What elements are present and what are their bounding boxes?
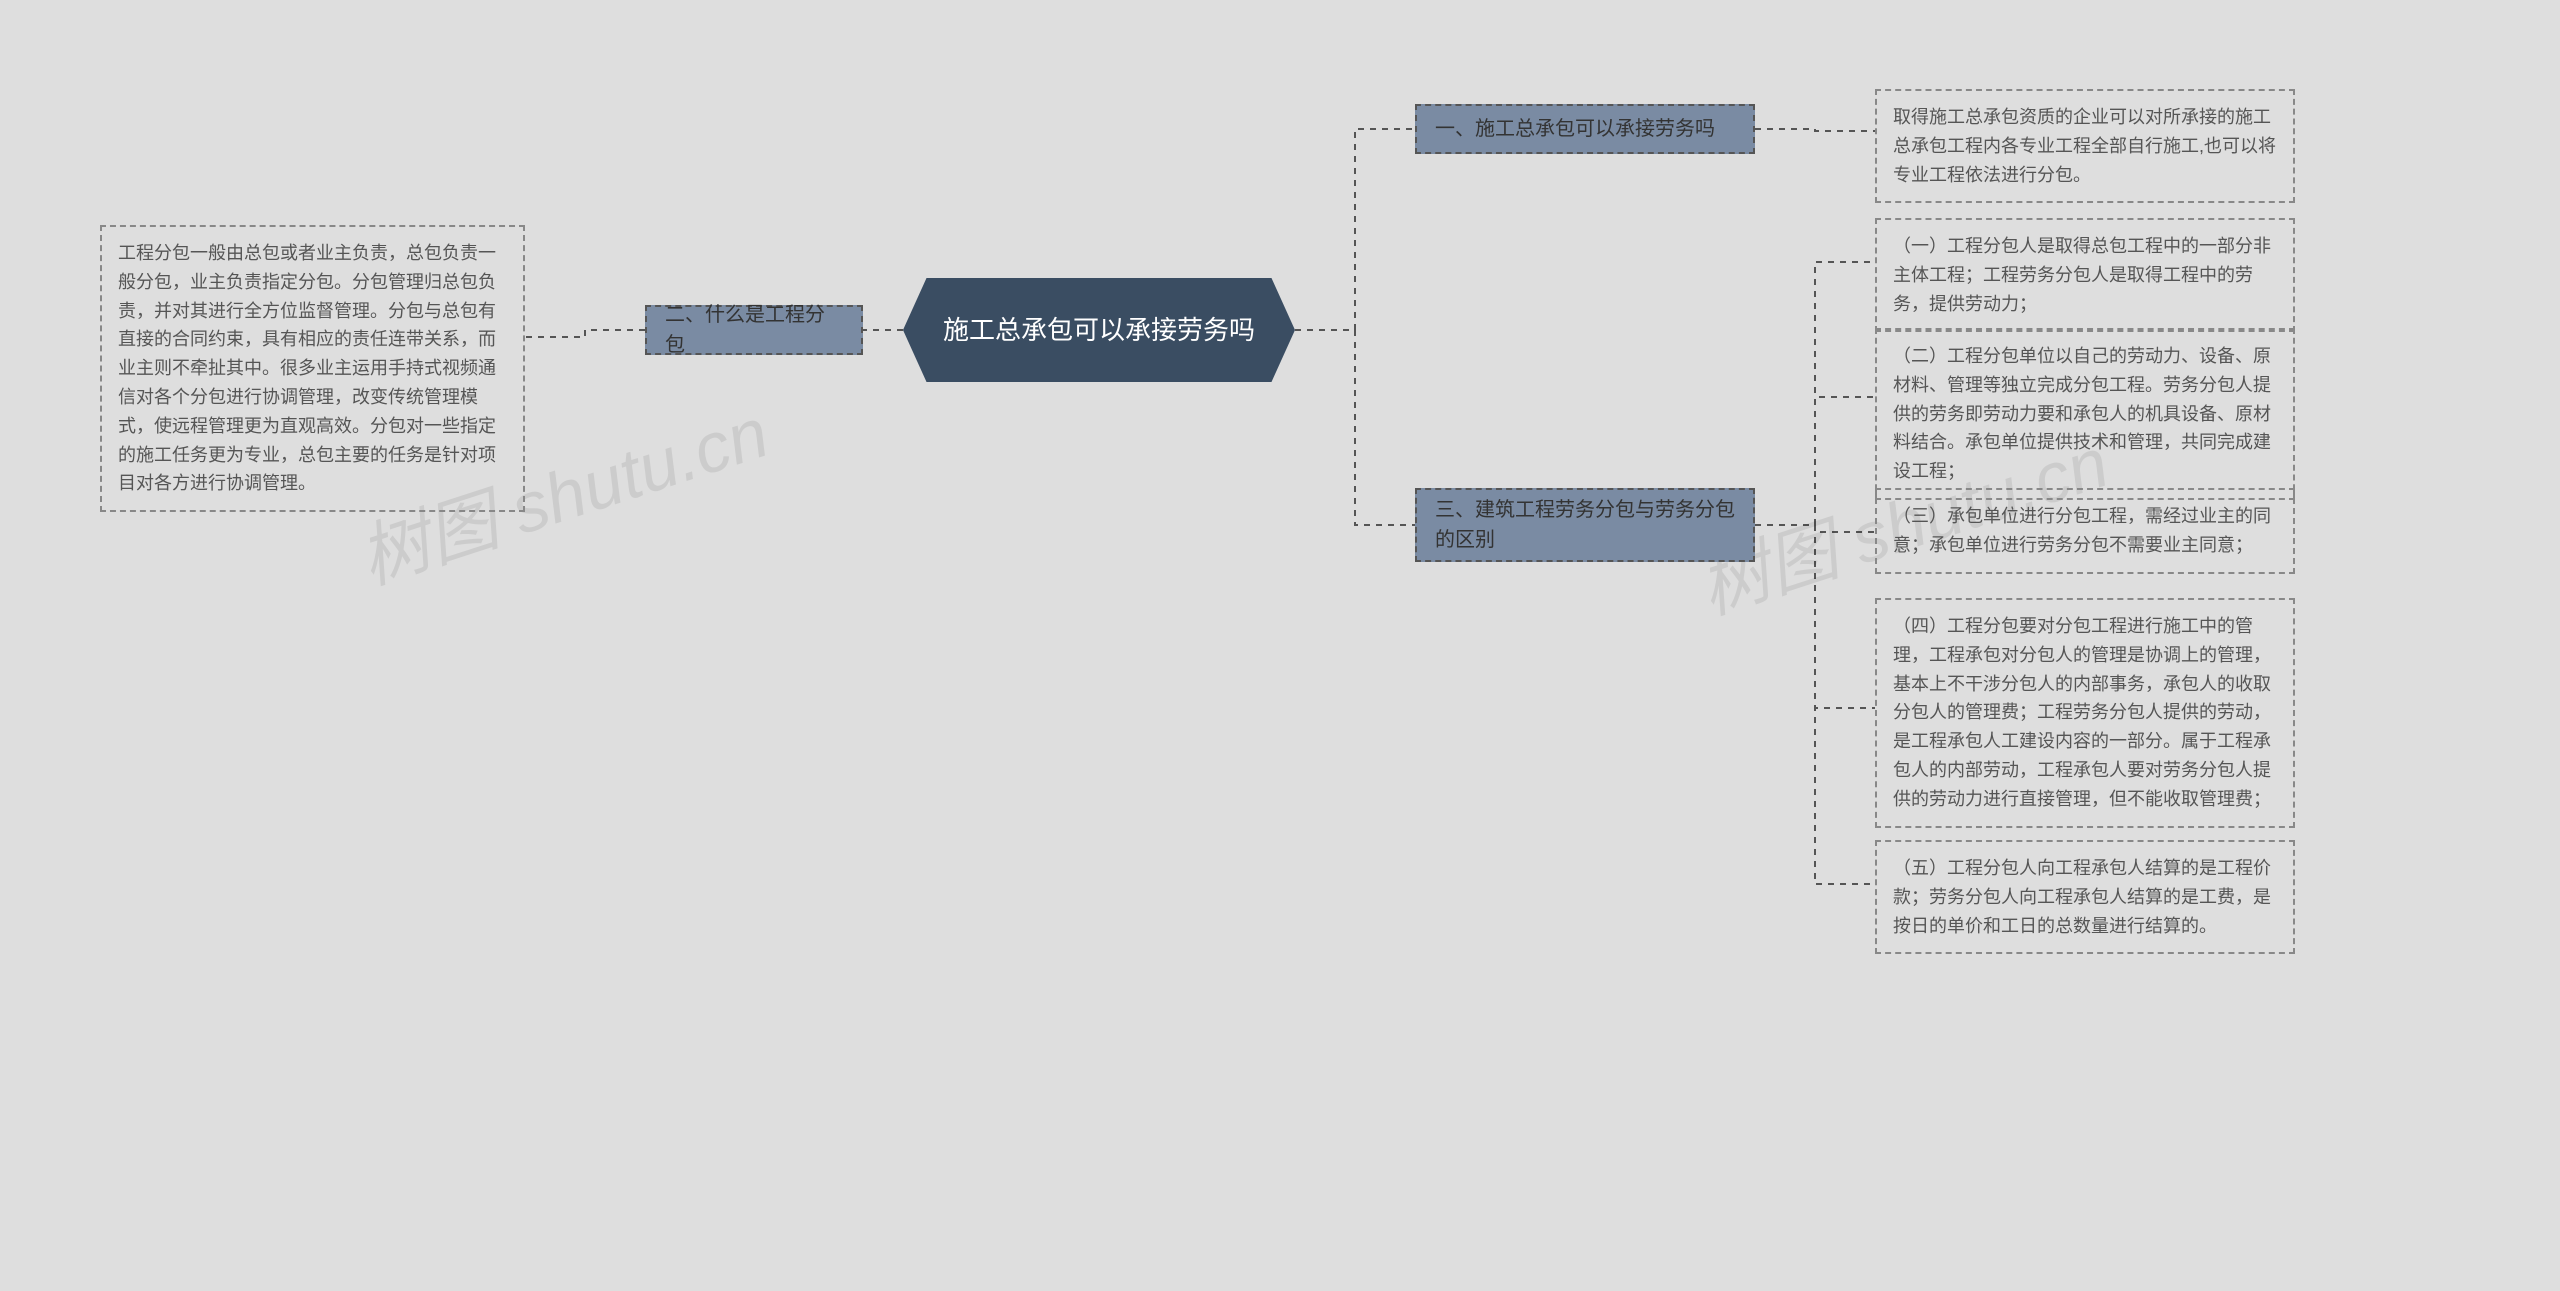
branch-2-label: 二、什么是工程分包 bbox=[665, 300, 843, 360]
leaf-b3-4[interactable]: （四）工程分包要对分包工程进行施工中的管理，工程承包对分包人的管理是协调上的管理… bbox=[1875, 598, 2295, 828]
leaf-b3-5-text: （五）工程分包人向工程承包人结算的是工程价款；劳务分包人向工程承包人结算的是工费… bbox=[1893, 858, 2271, 936]
branch-1[interactable]: 一、施工总承包可以承接劳务吗 bbox=[1415, 104, 1755, 154]
leaf-b3-4-text: （四）工程分包要对分包工程进行施工中的管理，工程承包对分包人的管理是协调上的管理… bbox=[1893, 616, 2271, 809]
leaf-b2-1-text: 工程分包一般由总包或者业主负责，总包负责一般分包，业主负责指定分包。分包管理归总… bbox=[118, 243, 496, 493]
leaf-b1-1[interactable]: 取得施工总承包资质的企业可以对所承接的施工总承包工程内各专业工程全部自行施工,也… bbox=[1875, 89, 2295, 203]
connector-b1-right-l1-left bbox=[1755, 129, 1875, 131]
root-node[interactable]: 施工总承包可以承接劳务吗 bbox=[903, 278, 1295, 382]
leaf-b3-2[interactable]: （二）工程分包单位以自己的劳动力、设备、原材料、管理等独立完成分包工程。劳务分包… bbox=[1875, 328, 2295, 500]
connector-root-right-b3-left bbox=[1295, 330, 1415, 525]
branch-3-label: 三、建筑工程劳务分包与劳务分包的区别 bbox=[1435, 495, 1735, 555]
leaf-b3-3-text: （三）承包单位进行分包工程，需经过业主的同意；承包单位进行劳务分包不需要业主同意… bbox=[1893, 506, 2271, 555]
leaf-b2-1[interactable]: 工程分包一般由总包或者业主负责，总包负责一般分包，业主负责指定分包。分包管理归总… bbox=[100, 225, 525, 512]
branch-1-label: 一、施工总承包可以承接劳务吗 bbox=[1435, 114, 1715, 144]
leaf-b3-5[interactable]: （五）工程分包人向工程承包人结算的是工程价款；劳务分包人向工程承包人结算的是工费… bbox=[1875, 840, 2295, 954]
leaf-b1-1-text: 取得施工总承包资质的企业可以对所承接的施工总承包工程内各专业工程全部自行施工,也… bbox=[1893, 107, 2276, 185]
mindmap-canvas: 树图 shutu.cn 树图 shutu.cn 施工总承包可以承接劳务吗 一、施… bbox=[0, 0, 2560, 1291]
root-label: 施工总承包可以承接劳务吗 bbox=[943, 311, 1255, 350]
branch-3[interactable]: 三、建筑工程劳务分包与劳务分包的区别 bbox=[1415, 488, 1755, 562]
leaf-b3-3[interactable]: （三）承包单位进行分包工程，需经过业主的同意；承包单位进行劳务分包不需要业主同意… bbox=[1875, 488, 2295, 574]
leaf-b3-2-text: （二）工程分包单位以自己的劳动力、设备、原材料、管理等独立完成分包工程。劳务分包… bbox=[1893, 346, 2271, 481]
connector-b2-left-l2-right bbox=[525, 330, 645, 337]
leaf-b3-1[interactable]: （一）工程分包人是取得总包工程中的一部分非主体工程；工程劳务分包人是取得工程中的… bbox=[1875, 218, 2295, 332]
leaf-b3-1-text: （一）工程分包人是取得总包工程中的一部分非主体工程；工程劳务分包人是取得工程中的… bbox=[1893, 236, 2271, 314]
branch-2[interactable]: 二、什么是工程分包 bbox=[645, 305, 863, 355]
connector-root-right-b1-left bbox=[1295, 129, 1415, 330]
